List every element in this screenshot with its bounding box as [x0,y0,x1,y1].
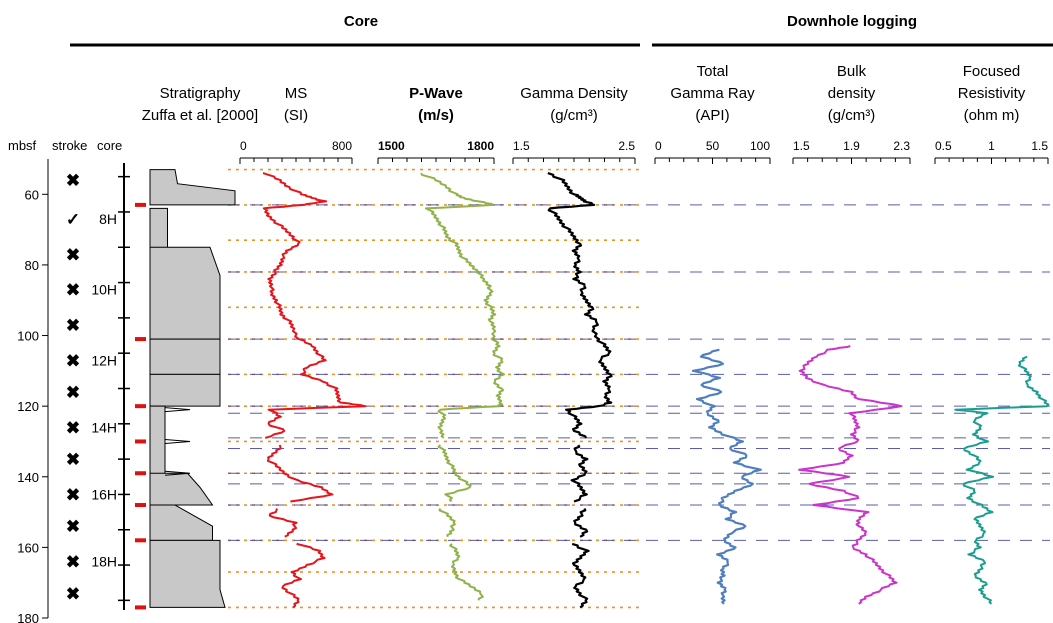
stroke-mark: ✖ [66,383,80,402]
depth-tick-label: 80 [25,258,39,273]
strat-block-7 [149,504,213,541]
ms-curve-segment [281,542,326,609]
stroke-core-columns: ✖ ✓ ✖ ✖ ✖ ✖ ✖ ✖ ✖ ✖ ✖ ✖ ✖ 8H 10H 12H 14H 16H 18H [66,163,146,610]
pwave-curve-segment [438,508,456,537]
resistivity-title-line-0: Focused [963,63,1021,80]
bulk_density-title-line-1: density [828,85,876,102]
stroke-mark: ✖ [66,517,80,536]
ms-curve-segment [262,172,366,439]
bulk_density-title-line-2: (g/cm³) [828,107,876,124]
strat-block-3 [149,338,221,375]
gamma_density-title-line-0: Gamma Density [520,85,628,102]
stroke-mark: ✖ [66,281,80,300]
gamma_density-tick-label: 1.5 [513,139,530,153]
stroke-mark: ✖ [66,245,80,264]
core-header: core [97,138,122,153]
strat-block-4 [149,373,221,407]
gamma_density-title-line-1: (g/cm³) [550,107,598,124]
gamma_ray-curve-segment [691,348,762,605]
resistivity-tick-label: 0.5 [935,139,952,153]
ms-title-line-1: (SI) [284,107,308,124]
core-group-title: Core [344,13,378,30]
strat-block-8 [149,539,226,608]
stroke-mark: ✖ [66,316,80,335]
depth-tick-label: 180 [17,611,39,623]
core-label: 14H [91,419,117,435]
strat-block-2 [149,246,221,340]
downhole-group-title: Downhole logging [787,13,917,30]
gamma_ray-title-line-2: (API) [695,107,729,124]
depth-axis: 60 80 100 120 140 160 180 [17,159,49,623]
stroke-mark: ✖ [66,351,80,370]
log-curves [262,172,1050,609]
resistivity-curve-segment [954,355,1050,605]
stroke-mark: ✖ [66,485,80,504]
strat-block-6 [149,472,214,506]
bulk_density-tick-label: 1.9 [843,139,860,153]
gamma_density-curve-segment [571,542,590,609]
strat-spike-2 [164,470,191,476]
stroke-mark: ✓ [66,210,80,229]
gamma_density-tick-label: 2.5 [618,139,635,153]
stroke-mark: ✖ [66,553,80,572]
pwave-tick-label: 1800 [467,139,494,153]
depth-tick-label: 160 [17,540,39,555]
depth-tick-label: 60 [25,187,39,202]
stroke-mark: ✖ [66,418,80,437]
strat-title-line1: Stratigraphy [160,85,241,102]
stroke-mark: ✖ [66,450,80,469]
gamma_ray-title-line-0: Total [697,63,729,80]
strat-spike-1 [164,438,191,444]
bulk_density-tick-label: 1.5 [793,139,810,153]
strat-spike-0 [164,407,191,413]
stratigraphy-column [149,169,236,608]
gamma_ray-tick-label: 0 [655,139,662,153]
ms-tick-label: 800 [332,139,352,153]
stroke-header: stroke [52,138,87,153]
depth-tick-label: 120 [17,399,39,414]
bulk_density-title-line-0: Bulk [837,63,867,80]
gamma_density-curve-segment [547,172,613,439]
pwave-curve-segment [449,543,484,601]
resistivity-title-line-2: (ohm m) [964,107,1020,124]
core-label: 12H [91,352,117,368]
pwave-curve-segment [437,444,472,503]
core-label: 16H [91,486,117,502]
pwave-title-line-0: P-Wave [409,85,463,102]
core-label: 8H [99,211,117,227]
gamma_ray-tick-label: 50 [706,139,720,153]
resistivity-tick-label: 1 [988,139,995,153]
pwave-title-line-1: (m/s) [418,107,454,124]
strat-title-line2: Zuffa et al. [2000] [142,107,258,124]
resistivity-title-line-1: Resistivity [958,85,1026,102]
stroke-mark: ✖ [66,584,80,603]
ms-curve-segment [266,444,334,503]
ms-curve-segment [268,508,298,538]
gamma_ray-title-line-1: Gamma Ray [670,85,755,102]
core-label: 10H [91,282,117,298]
pwave-curve-segment [420,172,506,439]
strat-block-0 [149,169,236,206]
depth-tick-label: 100 [17,329,39,344]
ms-tick-label: 0 [240,139,247,153]
depth-tick-label: 140 [17,470,39,485]
core-label: 18H [91,554,117,570]
depth-header: mbsf [8,138,37,153]
bulk_density-curve-segment [798,345,903,605]
pwave-tick-label: 1500 [378,139,405,153]
gamma_density-curve-segment [570,444,589,503]
gamma_ray-tick-label: 100 [750,139,770,153]
bulk_density-tick-label: 2.3 [893,139,910,153]
grid-lines [228,168,1050,609]
resistivity-tick-label: 1.5 [1031,139,1048,153]
stroke-mark: ✖ [66,171,80,190]
ms-title-line-0: MS [285,85,308,102]
gamma_density-curve-segment [573,508,589,538]
